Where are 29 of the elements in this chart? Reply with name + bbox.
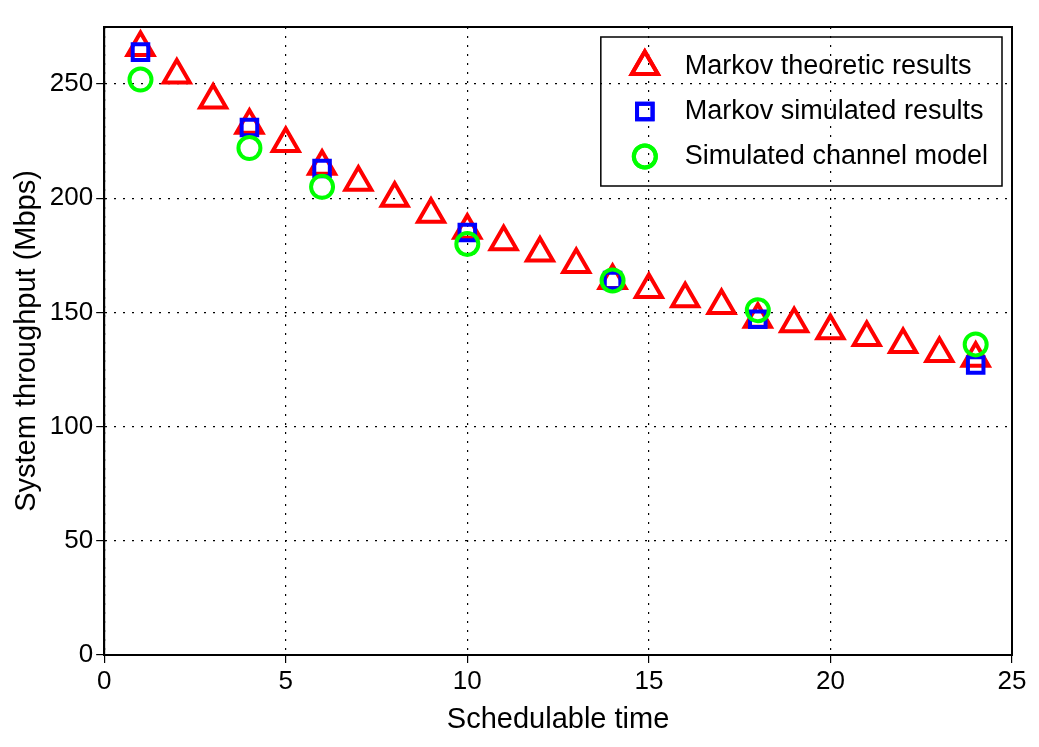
point — [198, 83, 229, 110]
point — [524, 236, 555, 263]
legend-label: Markov simulated results — [684, 94, 984, 125]
x-tick-label: 25 — [997, 664, 1027, 695]
legend-label: Simulated channel model — [684, 139, 988, 170]
y-axis-title: System throughput (Mbps) — [9, 170, 42, 512]
x-tick-label: 20 — [815, 664, 845, 695]
x-tick-label: 10 — [452, 664, 482, 695]
y-tick-label: 0 — [78, 638, 94, 669]
x-tick-label: 15 — [634, 664, 664, 695]
point — [343, 165, 374, 192]
y-tick-label: 50 — [64, 523, 94, 554]
point — [561, 247, 592, 274]
point — [379, 181, 410, 208]
point — [416, 197, 446, 224]
point — [270, 126, 301, 153]
y-tick-label: 150 — [49, 295, 94, 326]
x-tick-label: 5 — [278, 664, 293, 695]
point — [487, 222, 520, 252]
point — [888, 327, 919, 354]
y-tick-label: 250 — [49, 67, 94, 98]
legend-label: Markov theoretic results — [684, 49, 972, 80]
point — [705, 286, 738, 316]
x-axis-title: Schedulable time — [446, 701, 670, 734]
point — [161, 57, 192, 85]
y-tick-label: 100 — [49, 409, 94, 440]
point — [923, 334, 956, 364]
point — [814, 311, 847, 341]
y-tick-label: 200 — [49, 181, 94, 212]
